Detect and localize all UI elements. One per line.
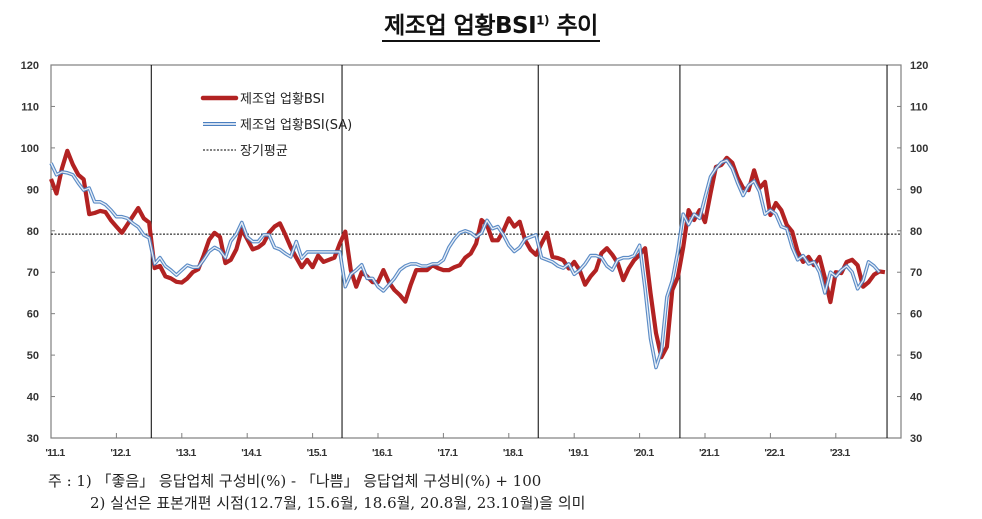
y-tick-label: 90 [27,184,39,196]
footnotes: 주 : 1) 「좋음」 응답업체 구성비(%) - 「나쁨」 응답업체 구성비(… [48,470,585,514]
title-superscript: 1) [536,13,549,28]
x-tick-label: '14.1 [241,447,262,459]
y-tick-label: 50 [27,350,39,362]
y-tick-label-right: 50 [910,350,922,362]
legend-label-bsi-sa: 제조업 업황BSI(SA) [240,118,352,133]
y-tick-label-right: 30 [910,433,922,445]
x-tick-label: '23.1 [830,447,851,459]
series-bsi-sa-line [49,158,881,370]
x-tick-label: '16.1 [372,447,393,459]
x-tick-label: '13.1 [176,447,197,459]
y-tick-label: 60 [27,309,39,321]
y-tick-label-right: 60 [910,309,922,321]
legend-label-bsi: 제조업 업황BSI [240,92,325,107]
x-tick-label: '15.1 [307,447,328,459]
x-tick-label: '11.1 [45,447,65,459]
y-tick-label: 120 [21,60,39,72]
y-tick-label: 40 [27,392,39,404]
y-tick-label-right: 110 [910,101,928,113]
x-tick-label: '18.1 [503,447,524,459]
title-main: 제조업 업황BSI [384,13,537,39]
x-tick-label: '20.1 [634,447,655,459]
footnote-2: 2) 실선은 표본개편 시점(12.7월, 15.6월, 18.6월, 20.8… [90,494,586,512]
y-tick-label: 100 [21,143,39,155]
x-tick-label: '21.1 [699,447,720,459]
x-tick-label: '17.1 [437,447,458,459]
y-tick-label-right: 70 [910,267,922,279]
plot-frame [50,64,902,439]
y-tick-label-right: 40 [910,392,922,404]
footnote-1: 주 : 1) 「좋음」 응답업체 구성비(%) - 「나쁨」 응답업체 구성비(… [48,472,542,490]
y-tick-label: 110 [21,101,39,113]
title-suffix: 추이 [548,13,598,39]
y-tick-label: 30 [27,433,39,445]
chart-axes: 30 30 40 40 50 50 60 60 70 70 80 80 90 90 100 100 110 110… [21,60,929,459]
legend-label-average: 장기평균 [240,144,288,159]
x-tick-label: '12.1 [110,447,131,459]
y-tick-label: 80 [27,226,39,238]
series-bsi-sa-inner [50,159,880,369]
chart-legend: 제조업 업황BSI 제조업 업황BSI(SA) 장기평균 [200,92,352,159]
y-tick-label-right: 90 [910,184,922,196]
chart-series [49,148,886,370]
y-tick-label: 70 [27,267,39,279]
y-tick-label-right: 80 [910,226,922,238]
y-tick-label-right: 100 [910,143,928,155]
y-tick-label-right: 120 [910,60,928,72]
x-tick-label: '22.1 [764,447,785,459]
x-tick-label: '19.1 [568,447,589,459]
chart-title: 제조업 업황BSI1) 추이 [0,6,982,42]
series-bsi-line [49,148,886,360]
